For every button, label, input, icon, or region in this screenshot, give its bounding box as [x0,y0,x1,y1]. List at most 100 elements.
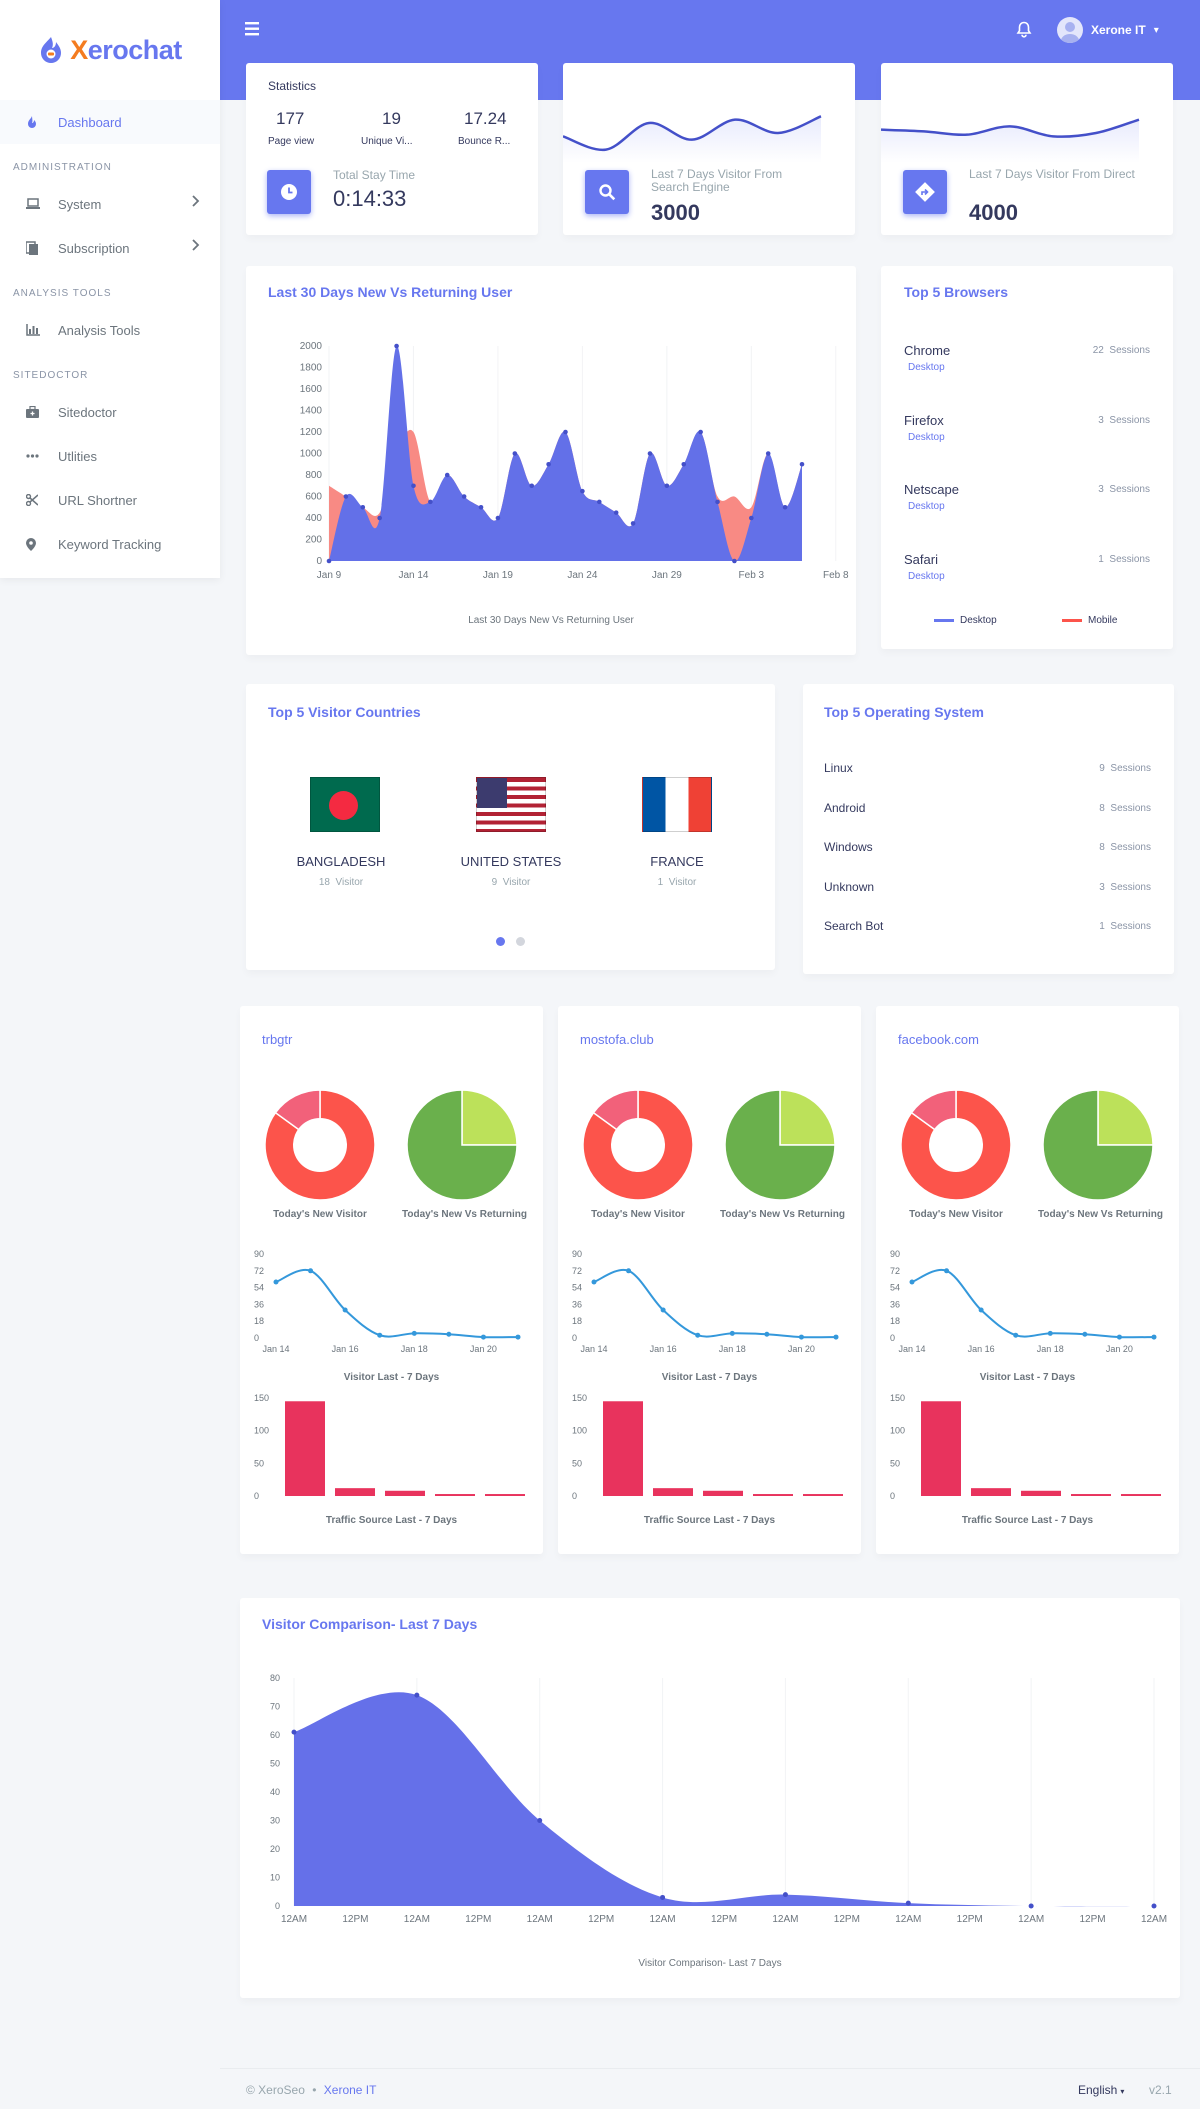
traffic-bar [285,1401,325,1496]
x-tick-label: 12PM [1080,1914,1106,1925]
card-title: Last 30 Days New Vs Returning User [268,284,513,300]
carousel-dot[interactable] [516,937,525,946]
pie-slice [1097,1089,1154,1146]
card-title: Top 5 Browsers [904,284,1008,300]
site-charts: 0 18 36 54 72 90 Jan 14 Jan 16 Jan 18 Jan 20 0 50 10… [254,1089,525,1501]
browser-name: Netscape [904,482,959,497]
browser-sessions: 3 Sessions [1098,414,1150,426]
x-tick-label: Jan 16 [968,1344,995,1354]
os-name: Search Bot [824,919,884,933]
pie-slice [406,1089,518,1201]
sidebar-item-label: Dashboard [58,114,122,130]
y-tick-label: 1400 [300,406,323,417]
y-tick-label: 0 [572,1333,577,1343]
y-tick-label: 1800 [300,363,323,374]
direct-sparkline [881,118,1140,163]
data-point [414,1692,420,1698]
visitor-comparison-chart: 0 10 20 30 40 50 60 70 80 12AM 12PM 12AM 12PM 12AM 12P… [270,1673,1167,1925]
bar-chart-caption: Traffic Source Last - 7 Days [961,1515,1094,1526]
card-title: Top 5 Operating System [824,704,984,720]
x-tick-label: 12AM [404,1914,430,1925]
legend-swatch [1062,619,1082,622]
sidebar-item-utilities[interactable]: Utlities [0,434,220,478]
direct-visitor-card: Last 7 Days Visitor From Direct 4000 [881,63,1173,235]
brand-logo[interactable]: Xerochat [0,0,220,100]
y-tick-label: 90 [890,1249,900,1259]
traffic-bar [603,1401,643,1496]
flag-france [642,777,712,832]
site-name-link[interactable]: trbgtr [262,1032,293,1047]
brand-name: Xerochat [70,34,182,65]
data-point [591,1279,597,1285]
donut-hole [293,1118,347,1172]
y-tick-label: 90 [572,1249,582,1259]
pie-label: Today's New Visitor [273,1209,367,1220]
series-area-desktop [329,345,802,562]
sidebar-item-url-shortner[interactable]: URL Shortner [0,478,220,522]
footer-left: © XeroSeo • Xerone IT [246,2083,376,2097]
pie-slice [724,1089,836,1201]
data-point [428,499,433,505]
country-visitors: 1 Visitor [657,877,697,888]
traffic-bar [1071,1494,1111,1496]
carousel-dot-active[interactable] [496,937,505,946]
site-name-link[interactable]: facebook.com [898,1032,979,1047]
traffic-bar [703,1490,743,1496]
os-name: Unknown [824,879,875,894]
notification-bell-icon[interactable] [1016,21,1032,41]
sidebar-item-subscription[interactable]: Subscription [0,226,220,270]
data-point [944,1268,950,1274]
line-chart-caption: Visitor Last - 7 Days [979,1372,1076,1383]
data-point [764,1331,770,1337]
y-tick-label: 400 [305,513,322,524]
data-point [664,483,670,489]
pie-label: Today's New Vs Returning [720,1209,845,1220]
data-point [1028,1903,1034,1909]
x-tick-label: Jan 18 [1037,1344,1064,1354]
x-tick-label: Jan 14 [898,1344,925,1354]
site-name-link[interactable]: mostofa.club [580,1032,654,1047]
company-link[interactable]: Xerone IT [323,2083,377,2097]
sidebar-item-sitedoctor[interactable]: Sitedoctor [0,390,220,434]
data-point [308,1268,314,1274]
data-point [1047,1330,1053,1336]
site-charts: 0 18 36 54 72 90 Jan 14 Jan 16 Jan 18 Jan 20 0 50 10… [572,1089,843,1501]
sidebar-item-system[interactable]: System [0,182,220,226]
flag-bangladesh [310,777,380,832]
y-tick-label: 36 [572,1299,582,1309]
x-tick-label: Jan 20 [470,1344,497,1354]
x-tick-label: Jan 16 [650,1344,677,1354]
data-point [732,558,737,564]
legend-mobile: Mobile [1062,615,1117,626]
y-tick-label: 72 [890,1266,900,1276]
data-point [529,483,535,489]
search-visitor-value: 3000 [651,200,700,225]
user-menu[interactable]: Xerone IT ▾ [1057,17,1159,43]
stay-time-label: Total Stay Time [333,168,416,182]
data-point [394,343,399,349]
legend-swatch [934,619,954,622]
sidebar-item-keyword-tracking[interactable]: Keyword Tracking [0,522,220,566]
data-point [660,1894,666,1900]
chevron-right-icon [192,239,200,254]
map-marker-icon [26,537,58,551]
x-tick-label: 12AM [895,1914,921,1925]
pie-label: Today's New Vs Returning [1038,1209,1163,1220]
pie-slice [461,1089,518,1146]
data-point [782,1892,788,1898]
line-chart-caption: Visitor Last - 7 Days [343,1372,440,1383]
traffic-bar [803,1494,843,1496]
sidebar-item-dashboard[interactable]: Dashboard [0,100,220,144]
language-dropdown[interactable]: English ▾ [1078,2083,1125,2097]
menu-toggle-icon[interactable] [245,22,261,39]
sidebar-item-analysis-tools[interactable]: Analysis Tools [0,308,220,352]
clock-icon [267,170,311,214]
data-point [342,1307,348,1313]
x-tick-label: 12AM [1018,1914,1044,1925]
x-tick-label: 12AM [281,1914,307,1925]
browser-sessions: 22 Sessions [1092,345,1150,356]
data-point [660,1307,666,1313]
x-tick-label: Jan 14 [262,1344,289,1354]
site-analytics-card: trbgtr 0 18 36 54 72 90 Jan 14 Jan 16 Jan 18 Jan 2… [240,1006,543,1554]
x-tick-label: 12PM [342,1914,368,1925]
